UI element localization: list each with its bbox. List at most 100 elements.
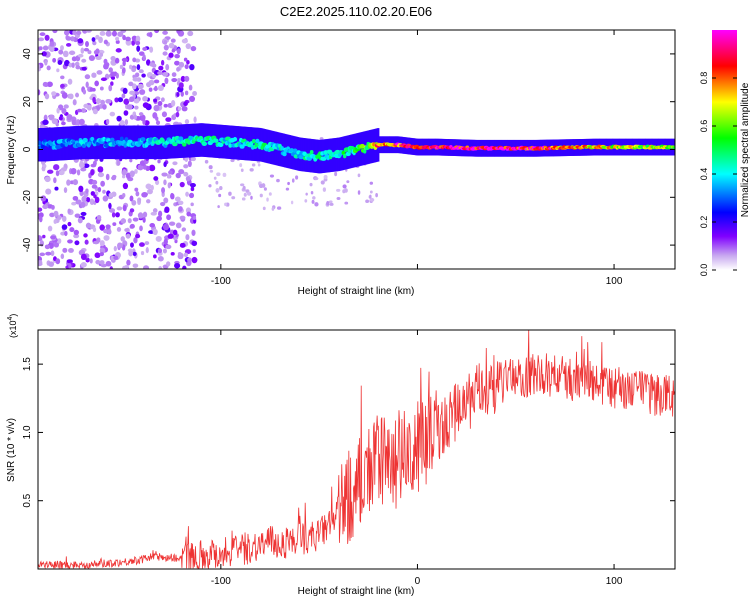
spectrogram-ridge-cell — [282, 151, 287, 157]
spectrogram-noise-cell — [42, 81, 48, 87]
spectrogram-noise-cell — [99, 52, 104, 57]
spectrogram-noise-cell — [135, 41, 141, 46]
spectrogram-ridge-halo — [240, 126, 243, 160]
spectrogram-noise-cell — [109, 111, 116, 117]
spectrogram-noise-cell — [133, 98, 140, 104]
spectrogram-noise-cell — [85, 188, 89, 194]
spectrogram-noise-cell — [96, 70, 103, 75]
spectrogram-noise-cell — [121, 93, 126, 99]
spectrogram-noise-cell — [88, 55, 96, 62]
spectrogram-noise-cell — [46, 65, 51, 71]
spectrogram-noise-cell — [84, 239, 89, 245]
snr-ytick-label: 1.0 — [22, 425, 33, 439]
spectrogram-noise-cell — [189, 192, 195, 199]
spectrogram-noise-cell — [96, 237, 101, 243]
spectrogram-noise-cell — [178, 169, 185, 175]
spectrogram-ridge-halo — [143, 125, 146, 160]
spectrogram-noise-cell — [269, 174, 275, 178]
spectrogram-noise-cell — [39, 216, 43, 223]
spectrogram-noise-cell — [83, 47, 90, 52]
spectrogram-noise-cell — [178, 200, 184, 205]
spectrogram-noise-cell — [42, 234, 46, 239]
spectrogram-noise-cell — [172, 229, 178, 236]
spectrogram-noise-cell — [47, 169, 54, 174]
spectrogram-noise-cell — [60, 75, 65, 80]
spectrogram-noise-cell — [158, 65, 164, 71]
spectrogram-noise-cell — [170, 252, 175, 256]
spectrogram-noise-cell — [204, 159, 209, 164]
spectrogram-noise-cell — [142, 54, 146, 61]
spectrogram-noise-cell — [131, 40, 136, 46]
spectrogram-noise-cell — [138, 112, 144, 116]
spectrogram-ridge-halo — [350, 134, 353, 169]
spectrogram-noise-cell — [266, 197, 269, 202]
spectrogram-noise-cell — [167, 182, 171, 189]
snr-plot-area — [38, 330, 675, 569]
spectrogram-noise-cell — [122, 192, 126, 198]
spectrogram-noise-cell — [96, 97, 100, 105]
snr-scale-prefix: (x10 — [8, 320, 18, 338]
spectrogram-noise-cell — [122, 182, 129, 190]
spectrogram-noise-cell — [257, 163, 261, 167]
spectrogram-noise-cell — [90, 169, 95, 176]
spectrogram-noise-cell — [134, 187, 139, 192]
spectrogram-noise-cell — [175, 111, 180, 118]
spectrogram-ridge-cell — [64, 142, 69, 147]
colorbar-scale — [712, 30, 737, 270]
spectrogram-xtick-label: 100 — [606, 276, 623, 287]
spectrogram-noise-cell — [228, 191, 232, 196]
spectrogram-noise-cell — [38, 89, 41, 96]
spectrogram-noise-cell — [49, 46, 55, 52]
spectrogram-ridge-halo — [217, 124, 221, 159]
spectrogram-noise-cell — [178, 82, 184, 89]
spectrogram-noise-cell — [152, 228, 158, 236]
spectrogram-noise-cell — [180, 91, 184, 97]
spectrogram-noise-cell — [38, 46, 43, 51]
spectrogram-noise-cell — [44, 34, 50, 41]
spectrogram-noise-cell — [92, 227, 97, 233]
spectrogram-noise-cell — [191, 240, 198, 247]
spectrogram-noise-cell — [369, 181, 374, 185]
spectrogram-noise-cell — [128, 250, 134, 257]
spectrogram-noise-cell — [38, 212, 44, 218]
spectrogram-noise-cell — [369, 194, 372, 199]
snr-series-line — [38, 330, 675, 569]
spectrogram-noise-cell — [80, 47, 85, 54]
spectrogram-noise-cell — [51, 204, 55, 210]
spectrogram-ridge-cell — [228, 143, 233, 148]
spectrogram-noise-cell — [134, 169, 138, 174]
spectrogram-noise-cell — [175, 172, 181, 179]
spectrogram-noise-cell — [190, 202, 194, 207]
spectrogram-noise-cell — [291, 178, 295, 183]
spectrogram-noise-cell — [85, 222, 92, 229]
spectrogram-noise-cell — [131, 199, 137, 206]
spectrogram-noise-cell — [177, 251, 182, 256]
spectrogram-noise-cell — [50, 235, 57, 240]
spectrogram-noise-cell — [231, 196, 236, 200]
spectrogram-ytick-label: -40 — [22, 237, 33, 252]
spectrogram-noise-cell — [38, 37, 45, 42]
spectrogram-noise-cell — [160, 201, 166, 207]
spectrogram-noise-cell — [100, 99, 106, 106]
spectrogram-noise-cell — [77, 217, 83, 224]
spectrogram-ridge-halo — [322, 139, 326, 173]
spectrogram-noise-cell — [44, 93, 50, 100]
spectrogram-noise-cell — [60, 83, 65, 89]
spectrogram-ridge-cell — [88, 141, 92, 146]
spectrogram-noise-cell — [44, 176, 51, 183]
spectrogram-noise-cell — [89, 258, 93, 264]
spectrogram-noise-cell — [158, 266, 163, 269]
spectrogram-noise-cell — [186, 59, 190, 65]
spectrogram-noise-cell — [120, 236, 125, 242]
spectrogram-noise-cell — [80, 253, 87, 261]
spectrogram-ridge-cell — [280, 146, 284, 151]
spectrogram-noise-cell — [183, 252, 189, 258]
spectrogram-noise-cell — [185, 234, 190, 241]
spectrogram-noise-cell — [246, 191, 252, 196]
spectrogram-noise-cell — [150, 211, 157, 216]
spectrogram-noise-cell — [87, 50, 92, 55]
spectrogram-noise-cell — [43, 114, 48, 122]
spectrogram-noise-cell — [276, 178, 280, 183]
spectrogram-noise-cell — [342, 184, 347, 189]
snr-ylabel: SNR (10 * v/v) — [6, 418, 17, 482]
